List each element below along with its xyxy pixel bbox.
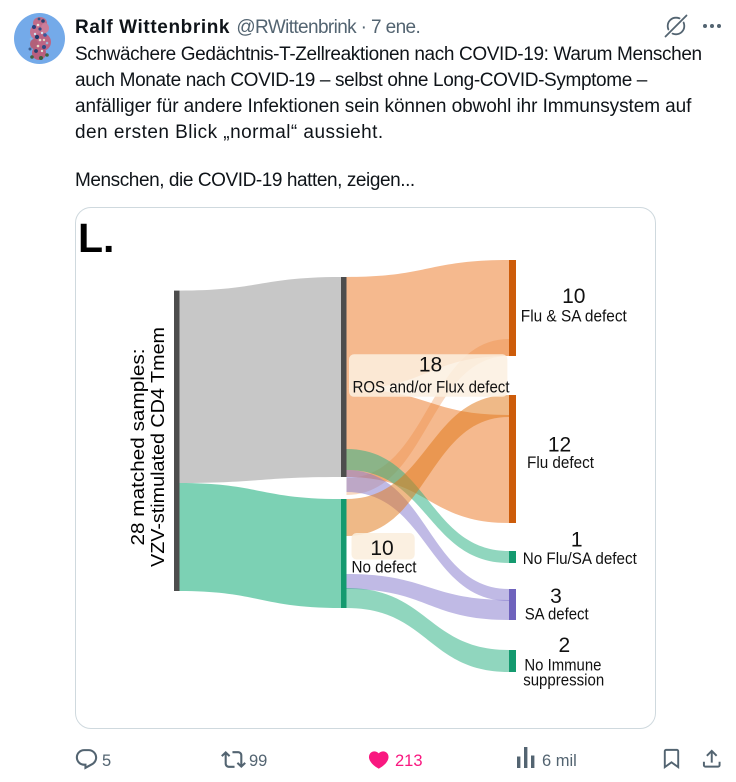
svg-text:suppression: suppression <box>523 671 604 689</box>
svg-text:VZV-stimulated CD4 Tmem: VZV-stimulated CD4 Tmem <box>147 327 168 567</box>
svg-text:No Immune: No Immune <box>524 656 601 674</box>
svg-text:Flu defect: Flu defect <box>527 454 594 472</box>
svg-text:2: 2 <box>559 634 571 657</box>
svg-text:3: 3 <box>550 585 562 608</box>
svg-text:No defect: No defect <box>352 559 417 577</box>
svg-text:SA defect: SA defect <box>525 606 589 624</box>
svg-text:10: 10 <box>370 537 393 560</box>
svg-text:ROS and/or Flux defect: ROS and/or Flux defect <box>353 378 510 396</box>
svg-text:Flu & SA defect: Flu & SA defect <box>521 308 627 326</box>
svg-text:10: 10 <box>562 285 585 308</box>
svg-text:28 matched samples:: 28 matched samples: <box>127 349 148 546</box>
svg-text:18: 18 <box>419 354 442 377</box>
svg-text:No Flu/SA defect: No Flu/SA defect <box>523 550 637 568</box>
svg-text:L.: L. <box>78 215 114 261</box>
svg-text:12: 12 <box>548 434 571 457</box>
svg-text:1: 1 <box>571 528 583 551</box>
